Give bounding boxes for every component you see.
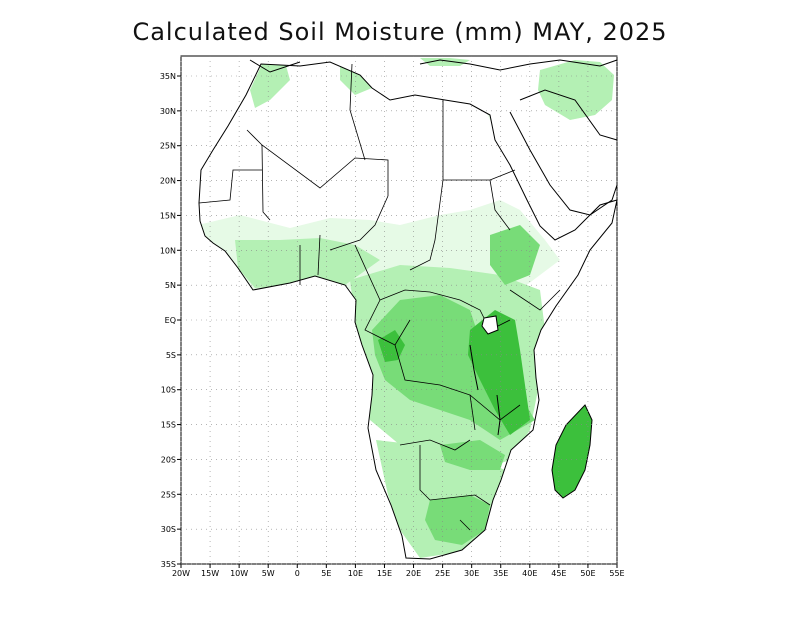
lake-victoria xyxy=(481,315,499,335)
moisture-morocco-light xyxy=(250,62,290,108)
lon-tick-label: 10W xyxy=(230,569,248,578)
moisture-zambezi-medium xyxy=(440,440,505,470)
moisture-congo-darker xyxy=(378,330,405,362)
lat-tick-label: 30N xyxy=(160,107,176,116)
moisture-south-medium xyxy=(425,495,490,545)
lon-tick-label: 15E xyxy=(377,569,392,578)
lat-tick-label: 5S xyxy=(166,351,176,360)
lat-tick-label: 5N xyxy=(165,281,176,290)
moisture-rift-darker xyxy=(468,310,530,435)
lon-tick-label: 40E xyxy=(522,569,537,578)
madagascar-moisture xyxy=(551,404,593,499)
lat-tick-label: 20N xyxy=(160,177,176,186)
lat-tick-label: 25N xyxy=(160,142,176,151)
lake-tanganyika xyxy=(469,344,479,391)
lon-tick-label: 0 xyxy=(295,569,300,578)
lat-tick-label: 35S xyxy=(161,560,176,569)
moisture-tunisia-light xyxy=(340,64,372,95)
lat-tick-label: 20S xyxy=(161,455,176,464)
lat-tick-label: 15N xyxy=(160,211,176,220)
lon-tick-label: 30E xyxy=(464,569,479,578)
latitude-labels: 35N 30N 25N 20N 15N 10N 5N EQ 5S 10S 15S 20S 25S 30S 3… xyxy=(160,72,181,569)
lon-tick-label: 50E xyxy=(580,569,595,578)
lon-tick-label: 45E xyxy=(551,569,566,578)
country-borders xyxy=(198,63,561,531)
lon-tick-label: 35E xyxy=(493,569,508,578)
lat-tick-label: 30S xyxy=(161,525,176,534)
longitude-labels: 20W 15W 10W 5W 0 5E 10E 15E 20E 25E 30E 35E 40E 45E 50… xyxy=(172,564,625,578)
lat-tick-label: 10S xyxy=(161,386,176,395)
arabia-coastline xyxy=(509,89,618,216)
lon-tick-label: 10E xyxy=(348,569,363,578)
lat-tick-label: 10N xyxy=(160,246,176,255)
lat-tick-label: 25S xyxy=(161,490,176,499)
lon-tick-label: 20E xyxy=(406,569,421,578)
moisture-levant-light xyxy=(538,60,614,120)
lake-malawi xyxy=(496,394,501,436)
europe-coastline xyxy=(249,59,618,73)
lon-tick-label: 25E xyxy=(435,569,450,578)
lon-tick-label: 5E xyxy=(321,569,331,578)
africa-coastline xyxy=(198,61,618,560)
lat-tick-label: EQ xyxy=(165,316,176,325)
lat-tick-label: 35N xyxy=(160,72,176,81)
map-title: Calculated Soil Moisture (mm) MAY, 2025 xyxy=(132,18,668,46)
lat-tick-label: 15S xyxy=(161,421,176,430)
moisture-europe-light xyxy=(420,58,470,66)
moisture-ethiopia-medium xyxy=(490,225,540,285)
lon-tick-label: 5W xyxy=(262,569,275,578)
lon-tick-label: 20W xyxy=(172,569,190,578)
lon-tick-label: 15W xyxy=(201,569,219,578)
lon-tick-label: 55E xyxy=(609,569,624,578)
